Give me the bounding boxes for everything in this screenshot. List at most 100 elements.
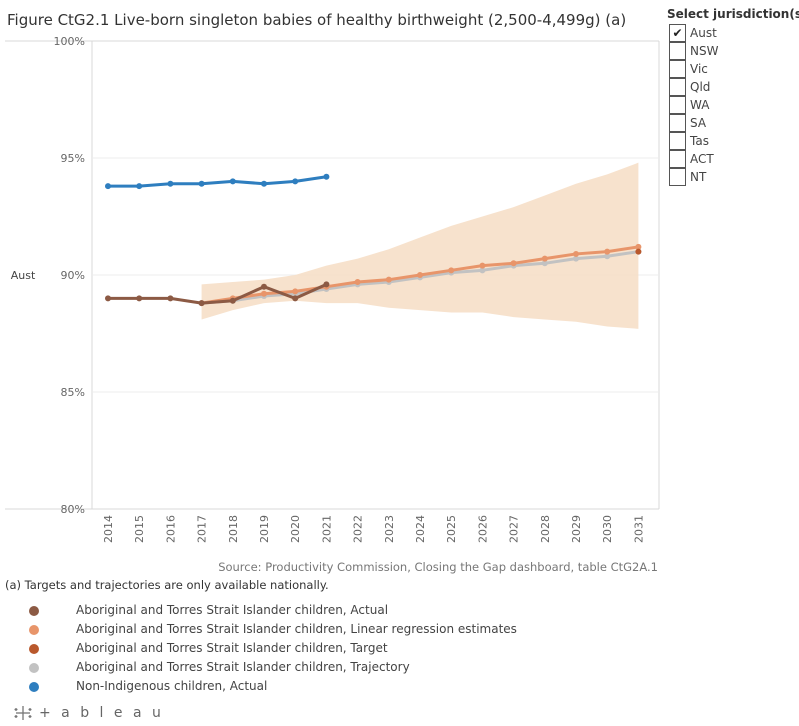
x-tick-label: 2024 <box>414 515 427 543</box>
indigenous-actual-point <box>323 281 330 288</box>
linear-regression-point <box>573 250 579 257</box>
jurisdiction-option-act[interactable]: ACT <box>669 150 797 168</box>
linear-regression-point <box>417 272 423 278</box>
jurisdiction-label: WA <box>690 98 710 112</box>
jurisdiction-label: SA <box>690 116 707 130</box>
y-tick-label: 80% <box>61 503 85 516</box>
checkbox-nsw[interactable] <box>669 42 686 60</box>
x-tick-label: 2027 <box>508 515 521 543</box>
indigenous-actual-point <box>261 283 267 290</box>
legend-marker <box>29 682 39 692</box>
jurisdiction-option-nsw[interactable]: NSW <box>669 42 797 60</box>
x-tick-label: 2026 <box>476 515 489 543</box>
legend-marker <box>29 644 39 654</box>
x-tick-label: 2028 <box>539 515 552 543</box>
legend-item[interactable]: Aboriginal and Torres Strait Islander ch… <box>0 640 520 659</box>
jurisdiction-label: Qld <box>690 80 711 94</box>
linear-regression-point <box>510 260 517 267</box>
x-tick-label: 2029 <box>570 515 583 543</box>
y-tick-label: 85% <box>61 386 85 399</box>
legend-item[interactable]: Non-Indigenous children, Actual <box>0 678 520 697</box>
linear-regression-point <box>448 267 455 274</box>
jurisdiction-label: Tas <box>690 134 709 148</box>
jurisdiction-heading: Select jurisdiction(s): <box>667 7 799 21</box>
indigenous-actual-point <box>229 297 236 304</box>
linear-regression-point <box>635 243 642 250</box>
tableau-logo[interactable]: + a b l e a u <box>12 703 164 723</box>
non-indigenous-actual-point <box>198 180 205 187</box>
indigenous-actual-point <box>105 295 111 302</box>
legend-label: Aboriginal and Torres Strait Islander ch… <box>76 641 388 655</box>
target-point <box>635 248 642 255</box>
x-tick-label: 2021 <box>320 515 333 543</box>
jurisdiction-label: ACT <box>690 152 714 166</box>
checkbox-nt[interactable] <box>669 168 686 186</box>
x-tick-label: 2015 <box>133 515 146 543</box>
linear-regression-point <box>292 288 299 295</box>
linear-regression-point <box>385 276 392 283</box>
x-tick-label: 2031 <box>632 515 645 543</box>
legend-item[interactable]: Aboriginal and Torres Strait Islander ch… <box>0 659 520 678</box>
jurisdiction-option-nt[interactable]: NT <box>669 168 797 186</box>
source-note: Source: Productivity Commission, Closing… <box>218 560 658 574</box>
checkbox-wa[interactable] <box>669 96 686 114</box>
x-tick-label: 2014 <box>102 515 115 543</box>
checkbox-act[interactable] <box>669 150 686 168</box>
checkbox-vic[interactable] <box>669 60 686 78</box>
y-tick-label: 100% <box>54 35 85 48</box>
confidence-band <box>201 162 639 329</box>
y-tick-label: 95% <box>61 152 85 165</box>
jurisdiction-label: Aust <box>690 26 717 40</box>
jurisdiction-option-wa[interactable]: WA <box>669 96 797 114</box>
trajectory-point <box>479 267 486 274</box>
y-tick-label: 90% <box>61 269 85 282</box>
checkbox-qld[interactable] <box>669 78 686 96</box>
x-tick-label: 2030 <box>601 515 614 543</box>
linear-regression-point <box>354 279 361 286</box>
x-tick-label: 2016 <box>164 515 177 543</box>
tableau-logo-icon <box>14 706 32 720</box>
indigenous-actual-point <box>198 300 205 307</box>
non-indigenous-actual-point <box>229 178 236 185</box>
linear-regression-point <box>541 255 548 262</box>
indigenous-actual-line <box>106 282 328 305</box>
non-indigenous-actual-point <box>292 178 299 185</box>
jurisdiction-option-tas[interactable]: Tas <box>669 132 797 150</box>
jurisdiction-option-sa[interactable]: SA <box>669 114 797 132</box>
legend-item[interactable]: Aboriginal and Torres Strait Islander ch… <box>0 621 520 640</box>
jurisdiction-label: NT <box>690 170 707 184</box>
checkbox-aust[interactable]: ✔ <box>669 24 686 42</box>
linear-regression-point <box>261 290 267 297</box>
legend-label: Aboriginal and Torres Strait Islander ch… <box>76 622 517 636</box>
x-tick-label: 2025 <box>445 515 458 543</box>
linear-regression-point <box>479 262 486 269</box>
jurisdiction-label: Vic <box>690 62 708 76</box>
tableau-logo-text: + a b l e a u <box>39 705 164 721</box>
legend-marker <box>29 625 39 635</box>
trajectory-point <box>573 255 579 262</box>
footnote: (a) Targets and trajectories are only av… <box>5 578 329 592</box>
jurisdiction-label: NSW <box>690 44 719 58</box>
non-indigenous-actual-point <box>136 183 143 190</box>
indigenous-actual-point <box>136 295 143 302</box>
trajectory-point <box>604 253 611 260</box>
jurisdiction-option-qld[interactable]: Qld <box>669 78 797 96</box>
x-tick-label: 2018 <box>227 515 240 543</box>
non-indigenous-actual-point <box>261 180 267 187</box>
non-indigenous-actual-point <box>105 183 111 190</box>
legend-item[interactable]: Aboriginal and Torres Strait Islander ch… <box>0 602 520 621</box>
legend-label: Aboriginal and Torres Strait Islander ch… <box>76 603 389 617</box>
x-tick-label: 2022 <box>352 515 365 543</box>
legend-marker <box>29 606 39 616</box>
x-tick-label: 2023 <box>383 515 396 543</box>
checkbox-sa[interactable] <box>669 114 686 132</box>
non-indigenous-actual-line <box>106 175 328 188</box>
chart-area: 80% 85% 90% 95% 100% Aust 2014 2015 2016 2017 2018… <box>5 35 660 543</box>
x-tick-label: 2020 <box>289 515 302 543</box>
jurisdiction-option-aust[interactable]: ✔ Aust <box>669 24 797 42</box>
non-indigenous-actual-point <box>167 180 174 187</box>
jurisdiction-option-vic[interactable]: Vic <box>669 60 797 78</box>
legend-marker <box>29 663 39 673</box>
checkbox-tas[interactable] <box>669 132 686 150</box>
chart-title: Figure CtG2.1 Live-born singleton babies… <box>7 11 627 29</box>
